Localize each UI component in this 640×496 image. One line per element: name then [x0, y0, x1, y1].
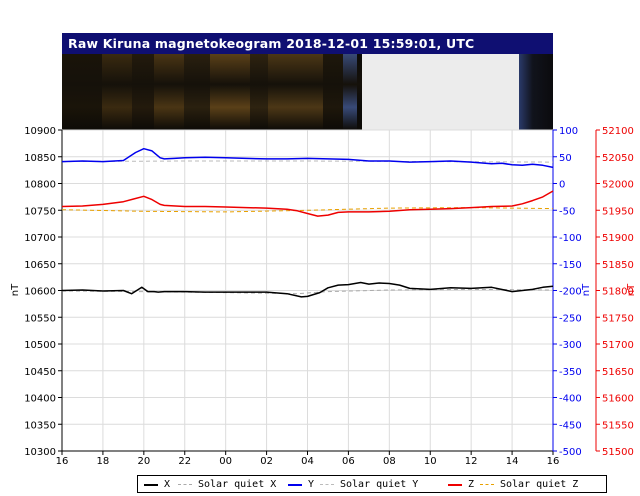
- x-tick-label: 16: [56, 456, 69, 467]
- left-tick-label: 10700: [24, 233, 56, 244]
- series-z-line: [61, 190, 554, 217]
- legend-swatch: [448, 483, 462, 486]
- legend-label: Solar quiet Y: [340, 479, 419, 490]
- right-z-tick-label: 51800: [602, 287, 634, 298]
- left-tick-label: 10300: [24, 447, 56, 458]
- left-tick-label: 10600: [24, 287, 56, 298]
- legend-item: Y: [288, 479, 314, 491]
- right-z-axis-label: nT: [626, 283, 637, 296]
- legend-swatch: [144, 483, 158, 486]
- right-z-tick-label: 51900: [602, 233, 634, 244]
- keogram-band: [62, 54, 102, 130]
- x-tick-label: 16: [547, 456, 560, 467]
- keogram-no-data: [362, 54, 519, 130]
- left-tick-label: 10800: [24, 180, 56, 191]
- left-tick-label: 10850: [24, 153, 56, 164]
- legend-item: Solar quiet Y: [320, 479, 418, 491]
- x-tick-label: 22: [178, 456, 191, 467]
- right-y-tick-label: 0: [559, 180, 565, 191]
- right-z-tick-label: 51650: [602, 367, 634, 378]
- left-tick-label: 10350: [24, 420, 56, 431]
- keogram-band: [210, 54, 250, 130]
- keogram-band: [132, 54, 154, 130]
- right-z-tick-label: 52000: [602, 180, 634, 191]
- right-y-tick-label: -200: [559, 287, 582, 298]
- keogram-band: [250, 54, 268, 130]
- left-tick-label: 10650: [24, 260, 56, 271]
- right-y-tick-label: 100: [559, 126, 578, 137]
- right-z-tick-label: 51850: [602, 260, 634, 271]
- x-tick-label: 04: [301, 456, 314, 467]
- x-tick-label: 14: [506, 456, 519, 467]
- left-tick-label: 10400: [24, 394, 56, 405]
- chart-legend: X Solar quiet X Y Solar quiet Y Z Solar quiet…: [137, 475, 607, 493]
- left-axis-label: nT: [10, 283, 21, 296]
- chart-title: Raw Kiruna magnetokeogram 2018-12-01 15:…: [68, 36, 475, 51]
- keogram-band: [154, 54, 184, 130]
- keogram-image-strip: [62, 54, 553, 130]
- legend-label: Z: [468, 479, 475, 490]
- keogram-band: [102, 54, 132, 130]
- left-tick-label: 10450: [24, 367, 56, 378]
- right-y-tick-label: -450: [559, 420, 582, 431]
- keogram-band: [343, 54, 357, 130]
- right-z-tick-label: 52050: [602, 153, 634, 164]
- series-solar-quiet-x-line: [61, 288, 554, 295]
- right-y-tick-label: -500: [559, 447, 582, 458]
- keogram-band: [357, 54, 362, 130]
- x-tick-label: 10: [424, 456, 437, 467]
- keogram-band: [519, 54, 553, 130]
- right-y-tick-label: -150: [559, 260, 582, 271]
- right-y-axis-label: nT: [581, 283, 592, 296]
- right-y-tick-label: -50: [559, 206, 575, 217]
- right-z-tick-label: 51550: [602, 420, 634, 431]
- x-tick-label: 02: [260, 456, 273, 467]
- legend-item: Solar quiet Z: [480, 479, 578, 491]
- series-y-line: [61, 147, 554, 169]
- right-y-tick-label: -350: [559, 367, 582, 378]
- legend-label: X: [164, 479, 171, 490]
- right-z-tick-label: 51750: [602, 313, 634, 324]
- x-tick-label: 18: [97, 456, 110, 467]
- right-z-tick-label: 51950: [602, 206, 634, 217]
- chart-title-bar: Raw Kiruna magnetokeogram 2018-12-01 15:…: [62, 33, 553, 54]
- legend-swatch: [178, 484, 192, 485]
- left-tick-label: 10550: [24, 313, 56, 324]
- right-z-tick-label: 51700: [602, 340, 634, 351]
- right-y-tick-label: -250: [559, 313, 582, 324]
- legend-swatch: [288, 483, 302, 486]
- right-z-tick-label: 51600: [602, 394, 634, 405]
- legend-item: X: [144, 479, 170, 491]
- legend-item: Z: [448, 479, 474, 491]
- left-tick-label: 10500: [24, 340, 56, 351]
- legend-label: Solar quiet Z: [500, 479, 579, 490]
- legend-label: Solar quiet X: [198, 479, 277, 490]
- keogram-band: [184, 54, 210, 130]
- x-tick-label: 08: [383, 456, 396, 467]
- x-tick-label: 20: [137, 456, 150, 467]
- right-z-tick-label: 51500: [602, 447, 634, 458]
- left-tick-label: 10900: [24, 126, 56, 137]
- right-y-tick-label: -100: [559, 233, 582, 244]
- legend-swatch: [320, 484, 334, 485]
- right-z-tick-label: 52100: [602, 126, 634, 137]
- series-x-line: [61, 281, 554, 298]
- x-tick-label: 00: [219, 456, 232, 467]
- right-y-tick-label: -300: [559, 340, 582, 351]
- legend-label: Y: [308, 479, 315, 490]
- x-tick-label: 12: [465, 456, 478, 467]
- keogram-band: [268, 54, 323, 130]
- right-y-tick-label: 50: [559, 153, 572, 164]
- right-y-tick-label: -400: [559, 394, 582, 405]
- x-tick-label: 06: [342, 456, 355, 467]
- legend-item: Solar quiet X: [178, 479, 276, 491]
- left-tick-label: 10750: [24, 206, 56, 217]
- legend-swatch: [480, 484, 494, 485]
